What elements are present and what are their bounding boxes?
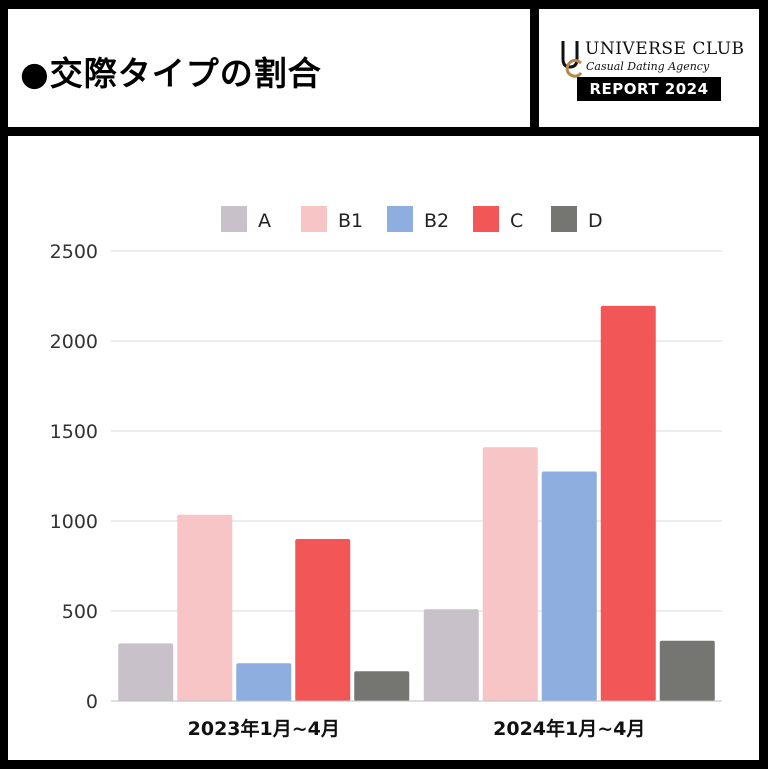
- universe-club-logo-icon: [561, 41, 583, 78]
- bar-b1: [482, 447, 538, 701]
- bar-a: [423, 609, 479, 701]
- y-tick-label: 500: [62, 601, 98, 623]
- bar-d: [354, 671, 410, 701]
- y-tick-label: 2500: [50, 241, 98, 263]
- y-tick-label: 0: [86, 691, 98, 713]
- legend-label: D: [588, 210, 603, 232]
- legend-label: B1: [338, 210, 363, 232]
- bar-b1: [177, 514, 233, 701]
- brand-panel: UNIVERSE CLUB Casual Dating Agency REPOR…: [539, 9, 759, 127]
- brand-name: UNIVERSE CLUB: [585, 39, 745, 59]
- legend-label: B2: [424, 210, 449, 232]
- page-title: ●交際タイプの割合: [20, 54, 322, 93]
- bar-c: [295, 539, 351, 701]
- legend-swatch-b2: [387, 206, 413, 232]
- bar-d: [659, 640, 715, 701]
- legend-swatch-c: [473, 206, 499, 232]
- bar-b2: [541, 471, 597, 701]
- bar-b2: [236, 663, 292, 701]
- y-tick-label: 1500: [50, 421, 98, 443]
- x-category-label: 2024年1月~4月: [493, 717, 645, 740]
- legend-swatch-d: [551, 206, 577, 232]
- legend-label: A: [258, 210, 271, 232]
- legend-label: C: [510, 210, 523, 232]
- brand-tagline: Casual Dating Agency: [586, 60, 710, 73]
- bar-chart: 0 500 1000 1500 2000 2500 2023年1月~4月 2024年1月~4月…: [50, 206, 722, 740]
- chart-panel: 0 500 1000 1500 2000 2500 2023年1月~4月 2024年1月~4月…: [8, 136, 759, 760]
- title-panel: ●交際タイプの割合: [8, 9, 530, 127]
- y-tick-label: 1000: [50, 511, 98, 533]
- legend-swatch-a: [221, 206, 247, 232]
- legend-swatch-b1: [301, 206, 327, 232]
- report-badge: REPORT 2024: [577, 77, 721, 101]
- x-category-label: 2023年1月~4月: [188, 717, 340, 740]
- bar-c: [600, 305, 656, 701]
- y-tick-label: 2000: [50, 331, 98, 353]
- bar-a: [118, 643, 174, 701]
